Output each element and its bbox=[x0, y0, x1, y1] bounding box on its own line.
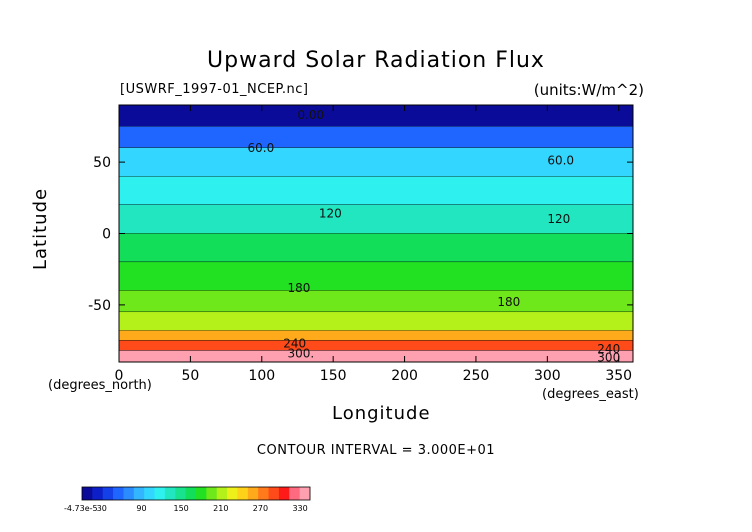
colorbar-swatch-7 bbox=[154, 487, 166, 500]
colorbar-label-5: 330 bbox=[292, 504, 307, 513]
heatmap-band-9 bbox=[119, 330, 633, 341]
colorbar: -4.73e-5 30 90 150 210 270 330 bbox=[64, 486, 311, 513]
colorbar-swatch-1 bbox=[92, 487, 104, 500]
contour-label-9: 240 bbox=[597, 342, 620, 356]
x-tick-label-2: 100 bbox=[248, 368, 275, 384]
heatmap-band-8 bbox=[119, 312, 633, 331]
colorbar-label-2: 150 bbox=[173, 504, 188, 513]
contour-label-6: 180 bbox=[497, 295, 520, 309]
colorbar-swatch-14 bbox=[227, 487, 238, 500]
colorbar-swatch-2 bbox=[102, 487, 114, 500]
x-tick-label-5: 250 bbox=[463, 368, 490, 384]
colorbar-swatch-0 bbox=[82, 487, 93, 500]
x-tick-label-6: 300 bbox=[534, 368, 561, 384]
colorbar-swatch-5 bbox=[133, 487, 145, 500]
heatmap-band-10 bbox=[119, 340, 633, 351]
y-unit-label: (degrees_north) bbox=[48, 378, 152, 393]
heatmap-band-2 bbox=[119, 147, 633, 177]
y-tick-label-1: 0 bbox=[102, 227, 111, 243]
contour-label-2: 60.0 bbox=[547, 154, 574, 168]
contour-label-0: 0.00 bbox=[297, 108, 324, 122]
heatmap-band-5 bbox=[119, 233, 633, 263]
colorbar-swatch-4 bbox=[123, 487, 135, 500]
colorbar-swatch-3 bbox=[113, 487, 124, 500]
heatmap-band-11 bbox=[119, 350, 633, 362]
colorbar-swatch-21 bbox=[299, 487, 311, 500]
colorbar-swatch-17 bbox=[258, 487, 270, 500]
contour-label-5: 180 bbox=[287, 281, 310, 295]
x-tick-label-0: 0 bbox=[115, 368, 124, 384]
contour-interval-text: CONTOUR INTERVAL = 3.000E+01 bbox=[256, 443, 496, 458]
colorbar-swatch-13 bbox=[216, 487, 228, 500]
colorbar-min-label: -4.73e-5 bbox=[64, 504, 98, 513]
colorbar-label-3: 210 bbox=[213, 504, 228, 513]
y-tick-label-2: -50 bbox=[88, 298, 111, 314]
colorbar-swatch-16 bbox=[247, 487, 259, 500]
colorbar-swatch-19 bbox=[278, 487, 290, 500]
contour-label-1: 60.0 bbox=[248, 141, 275, 155]
colorbar-swatch-11 bbox=[196, 487, 207, 500]
heatmap-band-4 bbox=[119, 204, 633, 234]
units-label: (units:W/m^2) bbox=[533, 81, 644, 99]
plot-area bbox=[119, 105, 633, 362]
contour-label-4: 120 bbox=[547, 212, 570, 226]
heatmap-band-6 bbox=[119, 262, 633, 291]
colorbar-label-0: 30 bbox=[97, 504, 107, 513]
x-tick-label-7: 350 bbox=[605, 368, 632, 384]
axes: 0 50 100 150 200 250 300 350 50 0 -50 bbox=[88, 105, 633, 384]
colorbar-swatch-12 bbox=[206, 487, 218, 500]
colorbar-swatch-10 bbox=[185, 487, 197, 500]
file-label: [USWRF_1997-01_NCEP.nc] bbox=[120, 82, 309, 97]
y-axis-label: Latitude bbox=[30, 187, 51, 270]
colorbar-label-1: 90 bbox=[136, 504, 146, 513]
colorbar-swatch-6 bbox=[144, 487, 156, 500]
heatmap-band-3 bbox=[119, 176, 633, 205]
x-unit-label: (degrees_east) bbox=[542, 387, 639, 402]
x-tick-label-4: 200 bbox=[391, 368, 418, 384]
contour-label-3: 120 bbox=[319, 207, 342, 221]
colorbar-frame bbox=[81, 486, 311, 501]
contour-label-7: 240 bbox=[283, 336, 306, 350]
colorbar-swatch-15 bbox=[237, 487, 249, 500]
colorbar-swatch-8 bbox=[164, 487, 176, 500]
x-tick-label-3: 150 bbox=[320, 368, 347, 384]
x-tick-label-1: 50 bbox=[181, 368, 199, 384]
colorbar-swatch-18 bbox=[268, 487, 280, 500]
heatmap-band-7 bbox=[119, 290, 633, 313]
y-tick-label-0: 50 bbox=[93, 155, 111, 171]
contour-label-10: 300 bbox=[597, 351, 620, 365]
contour-label-8: 300. bbox=[287, 346, 314, 360]
chart-title: Upward Solar Radiation Flux bbox=[207, 48, 545, 73]
colorbar-label-4: 270 bbox=[253, 504, 268, 513]
colorbar-swatch-20 bbox=[289, 487, 301, 500]
x-axis-label: Longitude bbox=[332, 403, 431, 424]
heatmap-band-1 bbox=[119, 126, 633, 148]
colorbar-swatch-9 bbox=[175, 487, 187, 500]
heatmap-band-0 bbox=[119, 105, 633, 127]
